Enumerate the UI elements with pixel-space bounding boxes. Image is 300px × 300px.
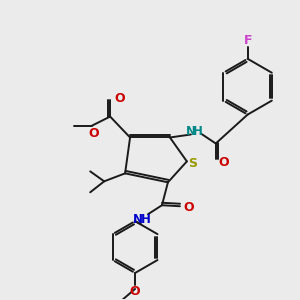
Text: N: N bbox=[186, 125, 196, 138]
Text: O: O bbox=[88, 127, 98, 140]
Text: S: S bbox=[188, 157, 197, 170]
Text: O: O bbox=[130, 285, 140, 298]
Text: N: N bbox=[133, 213, 143, 226]
Text: H: H bbox=[141, 213, 151, 226]
Text: H: H bbox=[193, 125, 203, 138]
Text: O: O bbox=[115, 92, 125, 105]
Text: O: O bbox=[184, 201, 194, 214]
Text: O: O bbox=[218, 156, 229, 169]
Text: F: F bbox=[243, 34, 252, 47]
